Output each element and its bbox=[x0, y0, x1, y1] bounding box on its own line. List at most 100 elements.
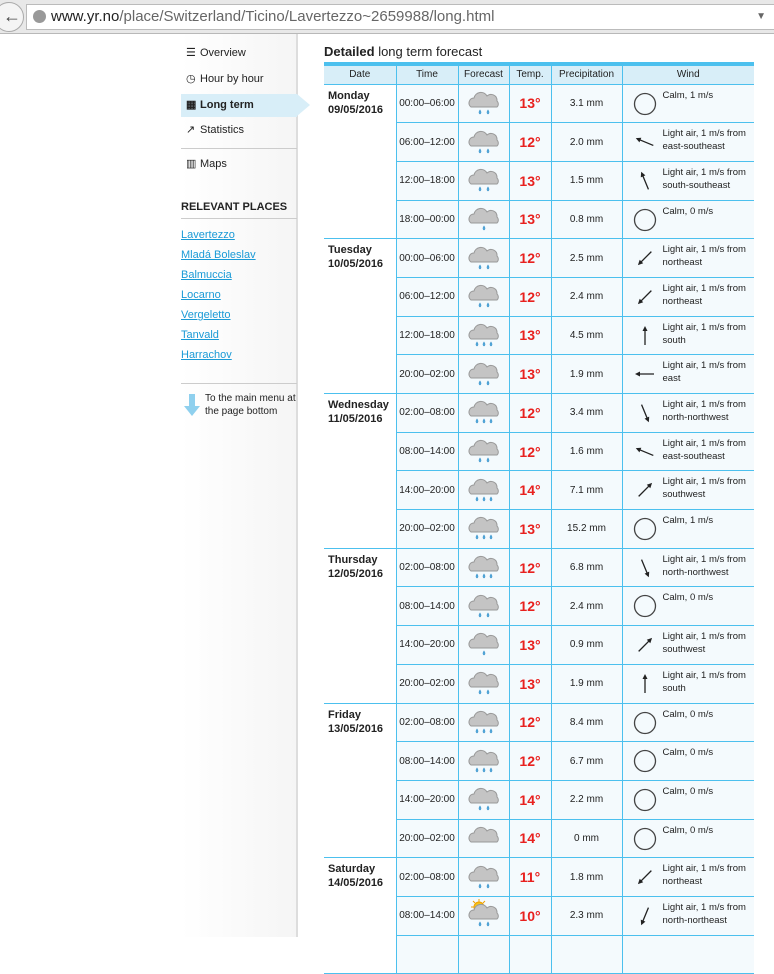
title-rest: long term forecast bbox=[374, 44, 483, 59]
forecast-row: 20:00–02:00 13° 1.9 mm Light air, 1 m/s fro… bbox=[324, 354, 754, 394]
precipitation-cell: 0 mm bbox=[550, 818, 623, 859]
place-link[interactable]: Tanvald bbox=[181, 329, 219, 341]
address-bar[interactable]: www.yr.no/place/Switzerland/Ticino/Laver… bbox=[26, 4, 774, 30]
date: 13/05/2016 bbox=[328, 722, 384, 735]
forecast-cell bbox=[457, 315, 510, 356]
wind-text: Calm, 0 m/s bbox=[662, 205, 714, 217]
calm-circle-icon bbox=[633, 750, 656, 773]
nav-label: Statistics bbox=[200, 124, 245, 136]
back-button[interactable]: ← bbox=[0, 2, 24, 32]
time-cell bbox=[395, 934, 459, 974]
wind-cell: Calm, 0 m/s bbox=[621, 586, 754, 627]
wind-arrow-icon bbox=[642, 673, 647, 693]
dropdown-icon[interactable]: ▼ bbox=[756, 11, 766, 22]
forecast-row: Friday 13/05/2016 02:00–08:00 12° 8.4 mm Calm… bbox=[324, 702, 754, 859]
forecast-cell bbox=[457, 741, 510, 781]
wind-text: Light air, 1 m/s from northeast bbox=[662, 282, 746, 307]
wind-cell: Light air, 1 m/s from northeast bbox=[621, 276, 754, 317]
place-link[interactable]: Locarno bbox=[181, 289, 221, 301]
rain-3-icon bbox=[468, 323, 499, 347]
temperature-cell: 11° bbox=[508, 857, 552, 897]
wind-cell: Calm, 0 m/s bbox=[621, 741, 754, 781]
precipitation-cell: 1.9 mm bbox=[550, 663, 623, 704]
arrow-down-icon[interactable] bbox=[184, 394, 200, 416]
date: 09/05/2016 bbox=[328, 103, 384, 116]
forecast-row: 14:00–20:00 14° 7.1 mm Light air, 1 m/s fro… bbox=[324, 470, 754, 511]
wind-text: Light air, 1 m/s from east bbox=[662, 360, 746, 385]
forecast-cell bbox=[457, 702, 510, 743]
forecast-row: 08:00–14:00 12° 6.7 mm Calm, 0 m/s bbox=[324, 741, 754, 781]
date: 11/05/2016 bbox=[328, 413, 383, 425]
wind-text: Light air, 1 m/s from south bbox=[662, 321, 746, 346]
place-link[interactable]: Vergeletto bbox=[181, 309, 231, 321]
forecast-cell bbox=[457, 779, 510, 820]
wind-arrow-icon bbox=[637, 870, 652, 885]
wind-text: Light air, 1 m/s from north-northwest bbox=[662, 553, 746, 578]
nav-long-term[interactable]: ▦ Long term bbox=[181, 94, 310, 117]
calm-circle-icon bbox=[633, 208, 656, 231]
forecast-table: Date Time Forecast Temp. Precipitation Wind M… bbox=[324, 62, 754, 974]
url-path: /place/Switzerland/Ticino/Lavertezzo~265… bbox=[119, 8, 495, 25]
place-link[interactable]: Balmuccia bbox=[181, 269, 232, 281]
forecast-cell bbox=[457, 238, 510, 278]
date-cell: Thursday 12/05/2016 bbox=[324, 547, 397, 704]
rain-2-icon bbox=[468, 594, 499, 618]
sun-rain-2-icon bbox=[468, 899, 499, 927]
wind-cell: Light air, 1 m/s from north-northeast bbox=[621, 895, 754, 936]
precipitation-cell: 1.9 mm bbox=[550, 354, 623, 394]
wind-cell: Calm, 0 m/s bbox=[621, 779, 754, 820]
nav-label: Hour by hour bbox=[200, 73, 264, 85]
time-cell: 06:00–12:00 bbox=[395, 276, 459, 317]
rain-2-icon bbox=[468, 91, 499, 115]
wind-text: Light air, 1 m/s from southwest bbox=[662, 631, 746, 656]
sidebar: ☰ Overview ◷ Hour by hour ▦ Long term ↗ Stat… bbox=[181, 34, 310, 937]
nav-hour-by-hour[interactable]: ◷ Hour by hour bbox=[181, 68, 297, 91]
time-cell: 08:00–14:00 bbox=[395, 741, 459, 781]
wind-text: Light air, 1 m/s from southwest bbox=[662, 476, 746, 501]
temperature-cell: 14° bbox=[508, 779, 552, 820]
wind-text: Calm, 0 m/s bbox=[662, 592, 714, 604]
forecast-row: 06:00–12:00 12° 2.0 mm Light air, 1 m/s fro… bbox=[324, 122, 754, 162]
rain-2-icon bbox=[468, 130, 499, 153]
time-cell: 12:00–18:00 bbox=[395, 160, 459, 201]
rain-3-icon bbox=[468, 401, 499, 424]
time-cell: 14:00–20:00 bbox=[395, 779, 459, 820]
wind-cell: Light air, 1 m/s from east bbox=[621, 354, 754, 394]
temperature-cell: 13° bbox=[508, 663, 552, 704]
wind-text: Calm, 1 m/s bbox=[662, 515, 714, 527]
forecast-row: 14:00–20:00 14° 2.2 mm Calm, 0 m/s bbox=[324, 779, 754, 820]
nav-overview[interactable]: ☰ Overview bbox=[181, 42, 297, 65]
forecast-cell bbox=[457, 895, 510, 936]
forecast-row: 12:00–18:00 13° 1.5 mm Light air, 1 m/s fro… bbox=[324, 160, 754, 201]
nav-statistics[interactable]: ↗ Statistics bbox=[181, 119, 297, 142]
time-cell: 08:00–14:00 bbox=[395, 431, 459, 472]
temperature-cell: 12° bbox=[508, 393, 552, 433]
clock-icon: ◷ bbox=[186, 73, 196, 85]
temperature-cell: 10° bbox=[508, 895, 552, 936]
forecast-row: 08:00–14:00 12° 1.6 mm Light air, 1 m/s fro… bbox=[324, 431, 754, 472]
rain-2-icon bbox=[468, 788, 499, 811]
rain-3-icon bbox=[468, 556, 499, 579]
temperature-cell: 13° bbox=[508, 160, 552, 201]
calm-circle-icon bbox=[633, 595, 656, 618]
place-link[interactable]: Lavertezzo bbox=[181, 229, 235, 241]
wind-cell bbox=[621, 934, 754, 974]
place-link[interactable]: Harrachov bbox=[181, 349, 232, 361]
wind-arrow-icon bbox=[637, 290, 652, 305]
precipitation-cell: 2.2 mm bbox=[550, 779, 623, 820]
rain-3-icon bbox=[468, 749, 499, 772]
wind-arrow-icon bbox=[637, 638, 652, 652]
place-link[interactable]: Mladá Boleslav bbox=[181, 249, 256, 261]
time-cell: 02:00–08:00 bbox=[395, 393, 459, 433]
nav-maps[interactable]: ▥ Maps bbox=[181, 153, 297, 176]
browser-toolbar: ← www.yr.no/place/Switzerland/Ticino/Lav… bbox=[0, 0, 774, 34]
precipitation-cell: 1.6 mm bbox=[550, 431, 623, 472]
calendar-icon: ▦ bbox=[186, 99, 197, 111]
wind-text: Calm, 0 m/s bbox=[662, 785, 714, 797]
wind-text: Light air, 1 m/s from northeast bbox=[662, 863, 746, 888]
forecast-row: Thursday 12/05/2016 02:00–08:00 12° 6.8 mm Li… bbox=[324, 547, 754, 704]
precipitation-cell: 0.8 mm bbox=[550, 199, 623, 240]
precipitation-cell bbox=[550, 934, 623, 974]
to-main-menu-link[interactable]: To the main menu at the page bottom bbox=[205, 393, 296, 417]
precipitation-cell: 3.1 mm bbox=[550, 83, 623, 124]
